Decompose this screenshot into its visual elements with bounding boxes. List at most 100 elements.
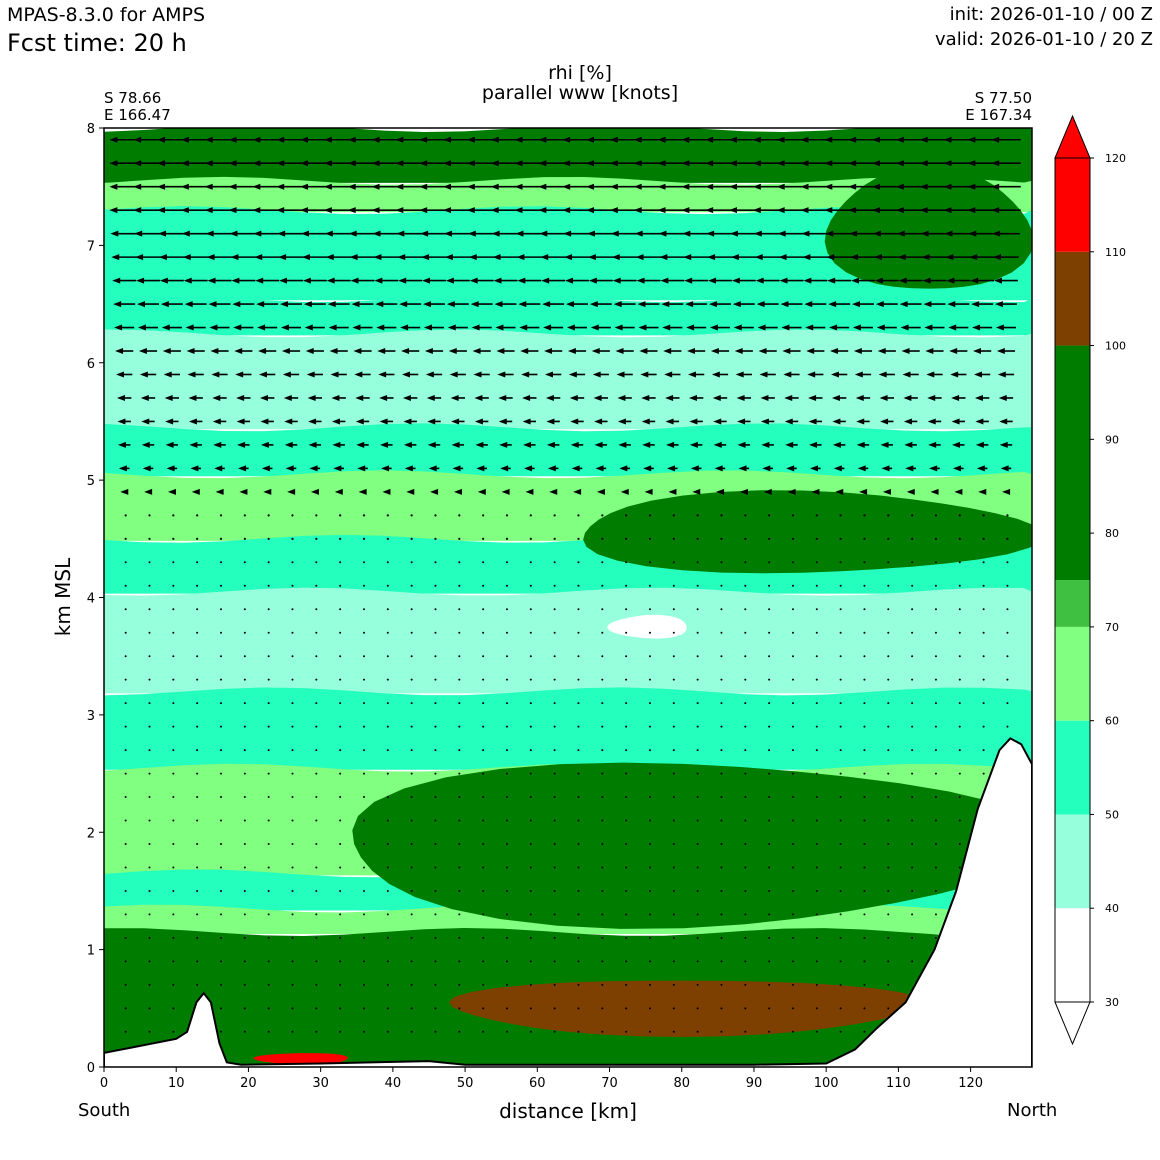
wind-vector-head xyxy=(303,301,312,308)
wind-vector-head xyxy=(333,465,342,472)
wind-vector xyxy=(887,702,890,705)
wind-vector xyxy=(934,725,937,728)
wind-vector-head xyxy=(848,160,857,167)
wind-vector-head xyxy=(919,207,928,214)
wind-vector-head xyxy=(186,348,195,355)
wind-vector xyxy=(291,608,294,611)
wind-vector-head xyxy=(800,136,809,143)
wind-vector-head xyxy=(593,394,602,401)
wind-vector xyxy=(791,796,794,799)
wind-vector-head xyxy=(300,183,309,190)
wind-vector-head xyxy=(427,441,436,448)
wind-vector-head xyxy=(993,277,1002,284)
wind-vector xyxy=(911,889,914,892)
wind-vector-head xyxy=(609,136,618,143)
wind-vector xyxy=(720,772,723,775)
wind-vector-head xyxy=(260,441,269,448)
colorbar-bin-4 xyxy=(1055,580,1090,627)
wind-vector-head xyxy=(967,160,976,167)
wind-vector-head xyxy=(466,207,475,214)
wind-vector xyxy=(672,561,675,564)
wind-vector xyxy=(267,889,270,892)
wind-vector xyxy=(410,936,413,939)
wind-vector xyxy=(672,608,675,611)
wind-vector xyxy=(982,749,985,752)
wind-vector-head xyxy=(564,254,573,261)
wind-vector-head xyxy=(806,348,815,355)
wind-vector-head xyxy=(681,207,690,214)
wind-vector xyxy=(219,678,222,681)
wind-vector xyxy=(577,936,580,939)
wind-vector xyxy=(339,960,342,963)
wind-vector-head xyxy=(687,348,696,355)
wind-vector xyxy=(791,1007,794,1010)
wind-vector xyxy=(625,819,628,822)
wind-vector-head xyxy=(371,160,380,167)
wind-vector-head xyxy=(681,136,690,143)
wind-vector xyxy=(410,608,413,611)
wind-vector xyxy=(648,702,651,705)
wind-vector-head xyxy=(111,254,120,261)
wind-vector xyxy=(362,514,366,517)
wind-vector xyxy=(720,749,723,752)
wind-vector xyxy=(553,631,556,634)
wind-vector-head xyxy=(419,160,428,167)
wind-vector xyxy=(339,655,342,658)
wind-vector xyxy=(911,702,914,705)
wind-vector xyxy=(482,960,485,963)
model-name: MPAS-8.3.0 for AMPS xyxy=(7,4,206,26)
wind-vector xyxy=(553,796,556,799)
wind-vector xyxy=(362,584,365,587)
wind-vector xyxy=(815,913,818,916)
wind-vector xyxy=(625,537,628,540)
wind-vector-head xyxy=(468,254,477,261)
wind-vector xyxy=(934,608,937,611)
wind-vector-head xyxy=(902,371,911,378)
wind-vector-head xyxy=(856,418,865,425)
wind-vector xyxy=(386,749,389,752)
wind-vector-head xyxy=(642,441,651,448)
wind-vector-head xyxy=(568,371,577,378)
wind-vector xyxy=(529,514,532,517)
wind-vector xyxy=(1006,514,1009,517)
wind-vector-head xyxy=(118,465,127,472)
wind-vector-head xyxy=(212,394,221,401)
wind-vector xyxy=(648,631,651,634)
wind-vector-head xyxy=(256,301,265,308)
colorbar-tick-label: 50 xyxy=(1105,808,1119,821)
wind-vector xyxy=(482,702,485,705)
wind-vector-head xyxy=(736,394,745,401)
wind-vector xyxy=(362,772,365,775)
wind-vector-head xyxy=(190,465,199,472)
wind-vector-head xyxy=(570,441,579,448)
wind-vector xyxy=(243,889,246,892)
wind-vector xyxy=(815,866,818,869)
wind-vector xyxy=(553,537,556,540)
wind-vector xyxy=(911,561,914,564)
wind-vector xyxy=(529,1030,532,1033)
wind-vector-head xyxy=(639,348,648,355)
wind-vector xyxy=(172,842,175,845)
wind-vector-head xyxy=(927,394,936,401)
wind-vector-head xyxy=(943,207,952,214)
wind-vector xyxy=(744,584,747,587)
wind-vector xyxy=(148,584,151,587)
wind-vector-head xyxy=(354,371,363,378)
wind-vector xyxy=(172,678,175,681)
wind-vector-head xyxy=(636,277,645,284)
wind-vector xyxy=(219,631,222,634)
wind-vector xyxy=(625,796,628,799)
wind-vector xyxy=(482,796,485,799)
wind-vector xyxy=(696,1007,699,1010)
wind-vector xyxy=(315,866,318,869)
wind-vector xyxy=(315,772,318,775)
wind-vector-head xyxy=(776,160,785,167)
wind-vector-head xyxy=(252,183,261,190)
wind-vector-head xyxy=(304,324,313,331)
wind-vector xyxy=(887,584,890,587)
wind-vector-head xyxy=(281,348,290,355)
wind-vector xyxy=(601,772,604,775)
wind-vector xyxy=(505,584,508,587)
wind-vector xyxy=(601,655,604,658)
wind-vector-head xyxy=(880,441,889,448)
